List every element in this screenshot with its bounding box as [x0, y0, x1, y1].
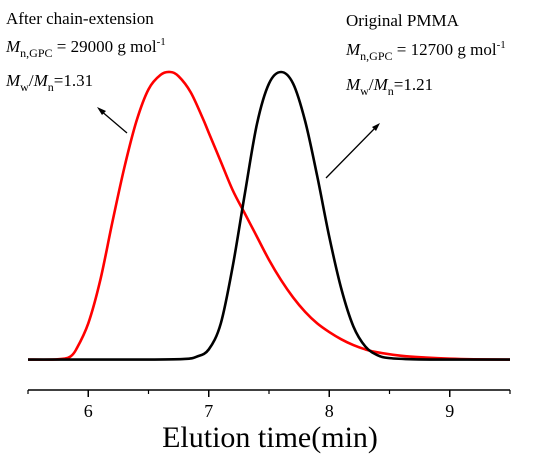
- annotation-left-mn: Mn,GPC = 29000 g mol-1: [5, 36, 166, 60]
- annotation-left-pdi: Mw/Mn=1.31: [5, 71, 93, 94]
- annotation-right-pdi: Mw/Mn=1.21: [345, 75, 433, 98]
- annotation-left-arrowhead: [97, 107, 106, 115]
- annotation-right-arrowhead: [372, 123, 380, 131]
- annotation-left: After chain-extension Mn,GPC = 29000 g m…: [5, 9, 166, 134]
- series-line-after-chain-extension: [27, 70, 511, 361]
- x-tick-label-6: 6: [84, 401, 93, 421]
- annotation-right-title: Original PMMA: [346, 11, 460, 30]
- x-tick-label-8: 8: [325, 401, 334, 421]
- x-tick-label-9: 9: [445, 401, 454, 421]
- annotation-left-arrow: [99, 109, 128, 134]
- x-tick-label-7: 7: [204, 401, 213, 421]
- x-axis-title: Elution time(min): [162, 421, 378, 454]
- x-axis-ticks: 6 7 8 9: [27, 390, 511, 421]
- annotation-right-arrow: [325, 126, 377, 179]
- annotation-left-title: After chain-extension: [6, 9, 154, 28]
- series-layer: [27, 70, 511, 361]
- series-line-original-pmma: [27, 70, 511, 361]
- annotation-right-mn: Mn,GPC = 12700 g mol-1: [345, 39, 506, 63]
- annotation-right: Original PMMA Mn,GPC = 12700 g mol-1 Mw/…: [325, 11, 506, 179]
